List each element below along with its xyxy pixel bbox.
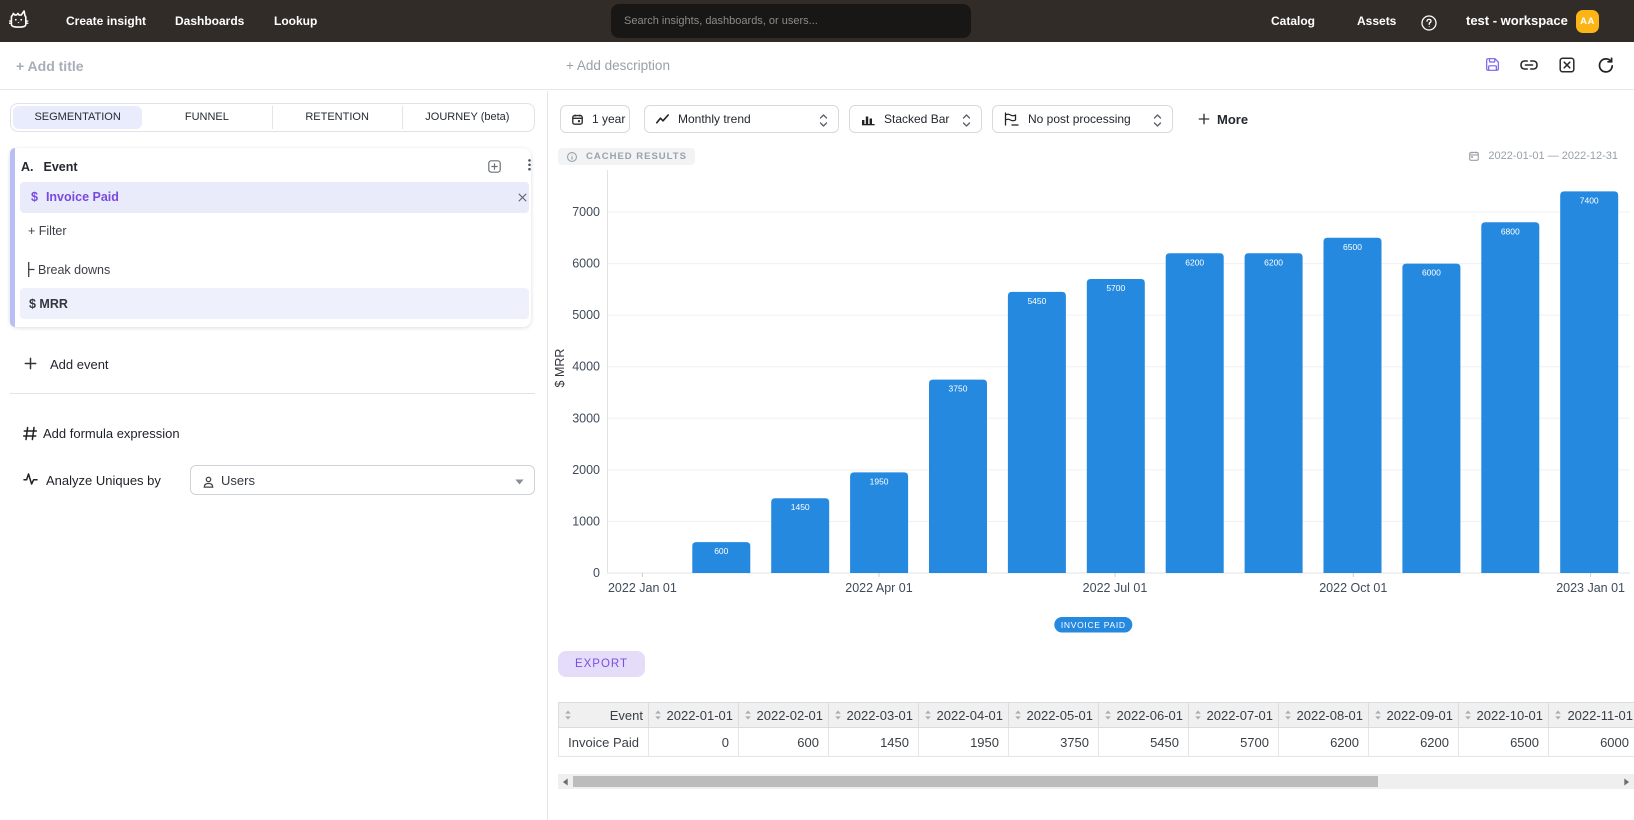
svg-text:2022 Apr 01: 2022 Apr 01 xyxy=(845,581,912,595)
svg-text:6000: 6000 xyxy=(572,257,600,271)
svg-text:2023 Jan 01: 2023 Jan 01 xyxy=(1556,581,1625,595)
svg-text:$ MRR: $ MRR xyxy=(553,349,567,388)
svg-text:0: 0 xyxy=(593,566,600,580)
svg-text:6200: 6200 xyxy=(1185,257,1204,267)
svg-text:6800: 6800 xyxy=(1501,226,1520,236)
svg-text:5450: 5450 xyxy=(1027,296,1046,306)
svg-text:600: 600 xyxy=(714,546,728,556)
svg-text:2000: 2000 xyxy=(572,463,600,477)
svg-text:2022 Jan 01: 2022 Jan 01 xyxy=(608,581,677,595)
svg-text:2022 Jul 01: 2022 Jul 01 xyxy=(1083,581,1148,595)
svg-text:3750: 3750 xyxy=(949,384,968,394)
svg-text:4000: 4000 xyxy=(572,360,600,374)
svg-text:5700: 5700 xyxy=(1106,283,1125,293)
svg-text:1950: 1950 xyxy=(870,476,889,486)
svg-text:6200: 6200 xyxy=(1264,257,1283,267)
svg-text:7000: 7000 xyxy=(572,205,600,219)
svg-text:1000: 1000 xyxy=(572,514,600,528)
svg-text:1450: 1450 xyxy=(791,502,810,512)
svg-text:2022 Oct 01: 2022 Oct 01 xyxy=(1319,581,1387,595)
svg-text:5000: 5000 xyxy=(572,308,600,322)
svg-text:6500: 6500 xyxy=(1343,242,1362,252)
svg-text:3000: 3000 xyxy=(572,411,600,425)
svg-text:6000: 6000 xyxy=(1422,268,1441,278)
svg-text:7400: 7400 xyxy=(1580,195,1599,205)
svg-text:INVOICE PAID: INVOICE PAID xyxy=(1061,620,1126,630)
